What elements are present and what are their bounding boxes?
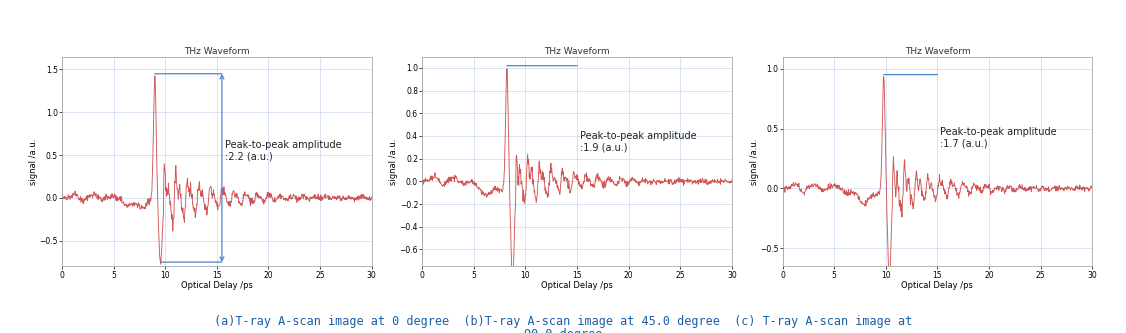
Text: Peak-to-peak amplitude
:2.2 (a.u.): Peak-to-peak amplitude :2.2 (a.u.) [225,140,341,162]
Title: THz Waveform: THz Waveform [904,47,971,56]
Y-axis label: signal /a.u.: signal /a.u. [29,139,38,184]
Text: 90.0 degree: 90.0 degree [524,328,602,333]
Title: THz Waveform: THz Waveform [184,47,250,56]
Text: Peak-to-peak amplitude
:1.7 (a.u.): Peak-to-peak amplitude :1.7 (a.u.) [940,127,1057,149]
Y-axis label: signal /a.u.: signal /a.u. [750,139,759,184]
Title: THz Waveform: THz Waveform [544,47,610,56]
X-axis label: Optical Delay /ps: Optical Delay /ps [542,281,613,290]
Text: (a)T-ray A-scan image at 0 degree  (b)T-ray A-scan image at 45.0 degree  (c) T-r: (a)T-ray A-scan image at 0 degree (b)T-r… [214,315,912,328]
X-axis label: Optical Delay /ps: Optical Delay /ps [902,281,973,290]
Y-axis label: signal /a.u.: signal /a.u. [390,139,399,184]
X-axis label: Optical Delay /ps: Optical Delay /ps [181,281,252,290]
Text: Peak-to-peak amplitude
:1.9 (a.u.): Peak-to-peak amplitude :1.9 (a.u.) [580,131,697,153]
